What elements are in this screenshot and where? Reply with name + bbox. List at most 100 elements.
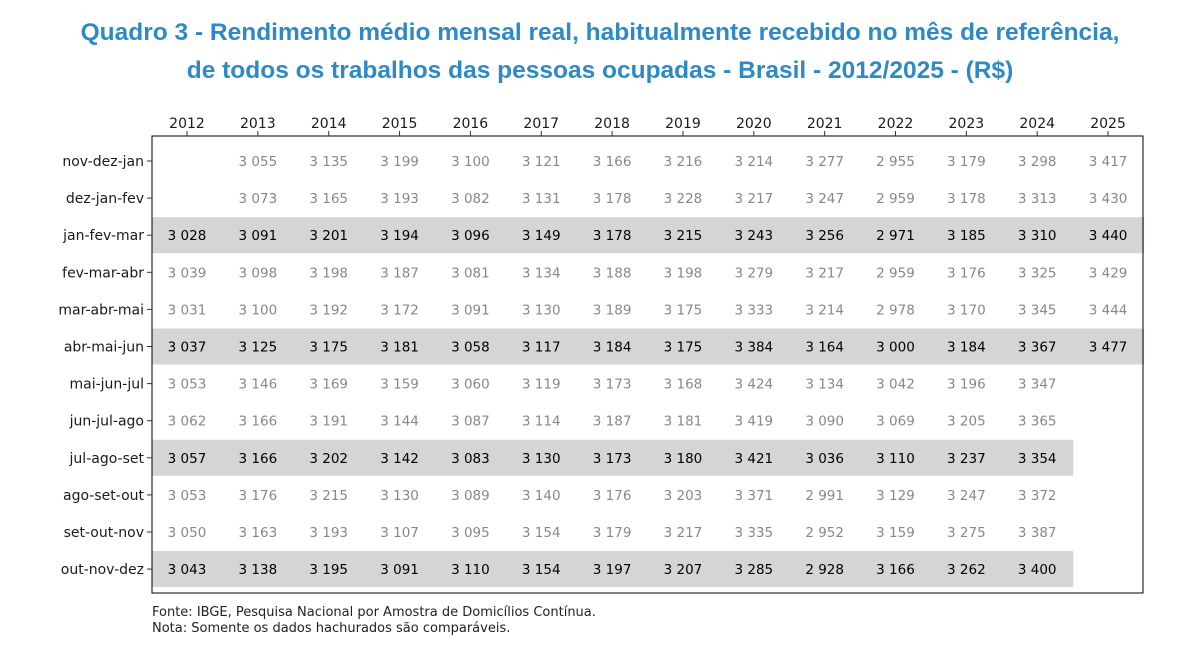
column-header: 2023 [949, 116, 985, 132]
cell-value: 3 098 [239, 265, 278, 281]
cell-value: 3 166 [239, 414, 278, 430]
cell-value: 3 243 [734, 228, 773, 244]
cell-value: 3 170 [947, 302, 986, 318]
row-label: out-nov-dez [61, 562, 144, 578]
cell-value: 3 154 [522, 525, 561, 541]
cell-value: 3 191 [309, 414, 348, 430]
cell-value: 3 058 [451, 340, 490, 356]
cell-value: 3 154 [522, 562, 561, 578]
cell-value: 3 198 [664, 265, 703, 281]
cell-value: 3 173 [593, 377, 632, 393]
cell-value: 2 991 [805, 488, 844, 504]
column-header: 2022 [878, 116, 914, 132]
cell-value: 3 193 [309, 525, 348, 541]
cell-value: 3 277 [805, 154, 844, 170]
row-label: jan-fev-mar [62, 228, 144, 244]
cell-value: 3 175 [664, 302, 703, 318]
cell-value: 3 110 [876, 451, 915, 467]
cell-value: 3 159 [876, 525, 915, 541]
cell-value: 3 477 [1089, 340, 1128, 356]
cell-value: 3 429 [1089, 265, 1128, 281]
cell-value: 3 384 [734, 340, 773, 356]
cell-value: 2 971 [876, 228, 915, 244]
table-frame [151, 135, 1144, 594]
cell-value: 3 247 [947, 488, 986, 504]
cell-value: 3 100 [451, 154, 490, 170]
cell-value: 3 202 [309, 451, 348, 467]
cell-value: 3 181 [380, 340, 419, 356]
cell-value: 2 928 [805, 562, 844, 578]
cell-value: 3 205 [947, 414, 986, 430]
cell-value: 3 354 [1018, 451, 1057, 467]
cell-value: 3 444 [1089, 302, 1128, 318]
cell-value: 3 164 [805, 340, 844, 356]
cell-value: 3 201 [309, 228, 348, 244]
cell-value: 3 178 [593, 191, 632, 207]
column-header: 2018 [594, 116, 630, 132]
row-label: dez-jan-fev [66, 191, 144, 207]
cell-value: 3 181 [664, 414, 703, 430]
cell-value: 3 140 [522, 488, 561, 504]
cell-value: 3 417 [1089, 154, 1128, 170]
cell-value: 2 955 [876, 154, 915, 170]
highlight-band [152, 551, 1074, 588]
cell-value: 3 419 [734, 414, 773, 430]
cell-value: 3 335 [734, 525, 773, 541]
cell-value: 3 217 [664, 525, 703, 541]
cell-value: 3 095 [451, 525, 490, 541]
column-header: 2024 [1019, 116, 1055, 132]
cell-value: 3 125 [239, 340, 278, 356]
cell-value: 3 188 [593, 265, 632, 281]
cell-value: 3 146 [239, 377, 278, 393]
cell-value: 3 279 [734, 265, 773, 281]
cell-value: 3 090 [805, 414, 844, 430]
cell-value: 3 173 [593, 451, 632, 467]
cell-value: 2 959 [876, 191, 915, 207]
cell-value: 3 298 [1018, 154, 1057, 170]
row-label: mar-abr-mai [58, 302, 144, 318]
cell-value: 3 365 [1018, 414, 1057, 430]
cell-value: 3 215 [309, 488, 348, 504]
row-label: mai-jun-jul [70, 377, 145, 393]
cell-value: 3 172 [380, 302, 419, 318]
cell-value: 3 371 [734, 488, 773, 504]
column-header: 2015 [382, 116, 418, 132]
cell-value: 3 043 [168, 562, 207, 578]
highlight-band [152, 439, 1074, 476]
column-header: 2025 [1090, 116, 1126, 132]
cell-value: 3 184 [947, 340, 986, 356]
cell-value: 3 091 [380, 562, 419, 578]
cell-value: 3 217 [805, 265, 844, 281]
cell-value: 3 081 [451, 265, 490, 281]
cell-value: 3 421 [734, 451, 773, 467]
cell-value: 3 131 [522, 191, 561, 207]
cell-value: 3 345 [1018, 302, 1057, 318]
cell-value: 3 310 [1018, 228, 1057, 244]
title-line-2: de todos os trabalhos das pessoas ocupad… [186, 57, 1014, 84]
cell-value: 3 195 [309, 562, 348, 578]
cell-value: 3 175 [309, 340, 348, 356]
cell-value: 3 031 [168, 302, 207, 318]
cell-value: 3 091 [239, 228, 278, 244]
cell-value: 3 424 [734, 377, 773, 393]
cell-value: 3 087 [451, 414, 490, 430]
footnote: Fonte: IBGE, Pesquisa Nacional por Amost… [152, 605, 596, 637]
comparability-note: Nota: Somente os dados hachurados são co… [152, 621, 511, 636]
cell-value: 3 192 [309, 302, 348, 318]
cell-value: 3 180 [664, 451, 703, 467]
column-header: 2014 [311, 116, 347, 132]
cell-value: 3 430 [1089, 191, 1128, 207]
cell-value: 3 178 [947, 191, 986, 207]
cell-value: 3 176 [239, 488, 278, 504]
cell-value: 3 203 [664, 488, 703, 504]
cell-value: 3 187 [593, 414, 632, 430]
column-header: 2017 [523, 116, 559, 132]
row-label: nov-dez-jan [62, 154, 144, 170]
cell-value: 3 107 [380, 525, 419, 541]
cell-value: 3 163 [239, 525, 278, 541]
column-header: 2021 [807, 116, 843, 132]
row-label: set-out-nov [64, 525, 144, 541]
cell-value: 3 135 [309, 154, 348, 170]
row-label: fev-mar-abr [62, 265, 144, 281]
cell-value: 3 069 [876, 414, 915, 430]
